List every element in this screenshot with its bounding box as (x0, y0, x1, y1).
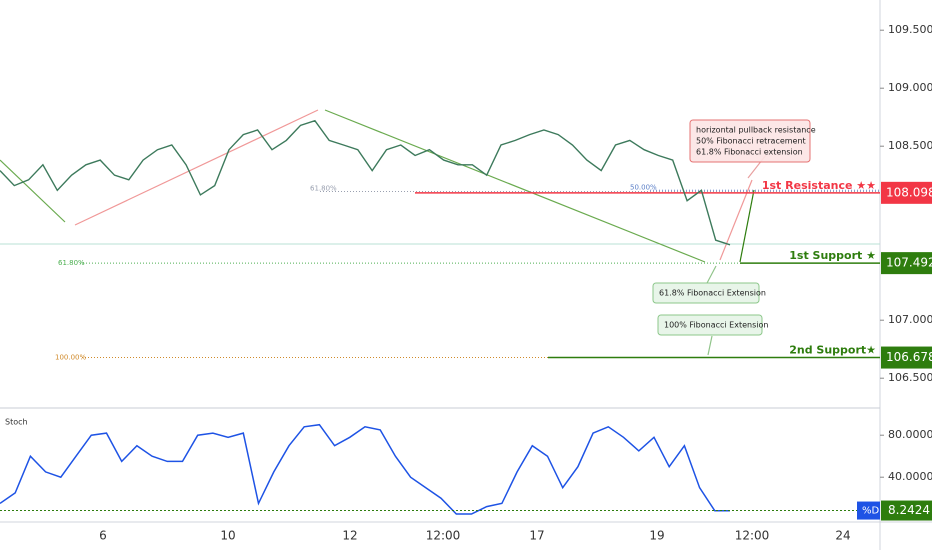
x-tick-label: 24 (835, 529, 850, 543)
y-tick-label: 107.000 (888, 313, 932, 326)
stoch-tag-d (857, 501, 880, 520)
price-tag (881, 346, 932, 369)
annotation-text: 61.8% Fibonacci extension (696, 148, 803, 157)
annotation-box (657, 314, 763, 336)
x-tick-label: 19 (649, 529, 664, 543)
annotation-box (689, 119, 811, 163)
fib-label: 61.80% (58, 259, 85, 267)
price-tag (881, 181, 932, 204)
annotation-text: horizontal pullback resistance (696, 126, 816, 135)
x-tick-label: 17 (529, 529, 544, 543)
fib-label: 50.00% (630, 183, 657, 191)
price-tag-label: 108.098 (886, 185, 932, 199)
stoch-tag (881, 500, 932, 521)
x-tick-label: 10 (220, 529, 235, 543)
y-tick-label: 106.500 (888, 371, 932, 384)
stoch-line (0, 423, 730, 515)
price-tag-label: 107.492 (886, 256, 932, 270)
fib-label: 61.80% (310, 184, 337, 192)
annotation-box (652, 282, 760, 304)
fib-label: 100.00% (55, 354, 86, 362)
level-name: 1st Support ★ (789, 249, 876, 262)
x-tick-label: 12:00 (735, 529, 770, 543)
annotation-text: 61.8% Fibonacci Extension (659, 289, 766, 298)
y-tick-label: 109.000 (888, 81, 932, 94)
stoch-tag-label: 8.2424 (888, 503, 930, 517)
x-tick-label: 12 (342, 529, 357, 543)
annotation-text: 100% Fibonacci Extension (664, 321, 768, 330)
x-tick-label: 6 (99, 529, 107, 543)
price-tag (881, 252, 932, 275)
y-tick-label: 40.0000 (888, 470, 932, 483)
stoch-tag-d-label: %D (862, 506, 880, 517)
y-tick-label: 80.0000 (888, 428, 932, 441)
drawings (0, 109, 767, 356)
level-name: 1st Resistance ★★ (762, 179, 876, 192)
x-tick-label: 12:00 (426, 529, 461, 543)
stoch-title: Stoch (5, 418, 28, 427)
y-tick-label: 109.500 (888, 23, 932, 36)
y-tick-label: 108.500 (888, 139, 932, 152)
annotation-text: 50% Fibonacci retracement (696, 137, 806, 146)
level-name: 2nd Support★ (789, 344, 876, 357)
price-tag-label: 106.678 (886, 350, 932, 364)
price-line-series (0, 119, 731, 246)
